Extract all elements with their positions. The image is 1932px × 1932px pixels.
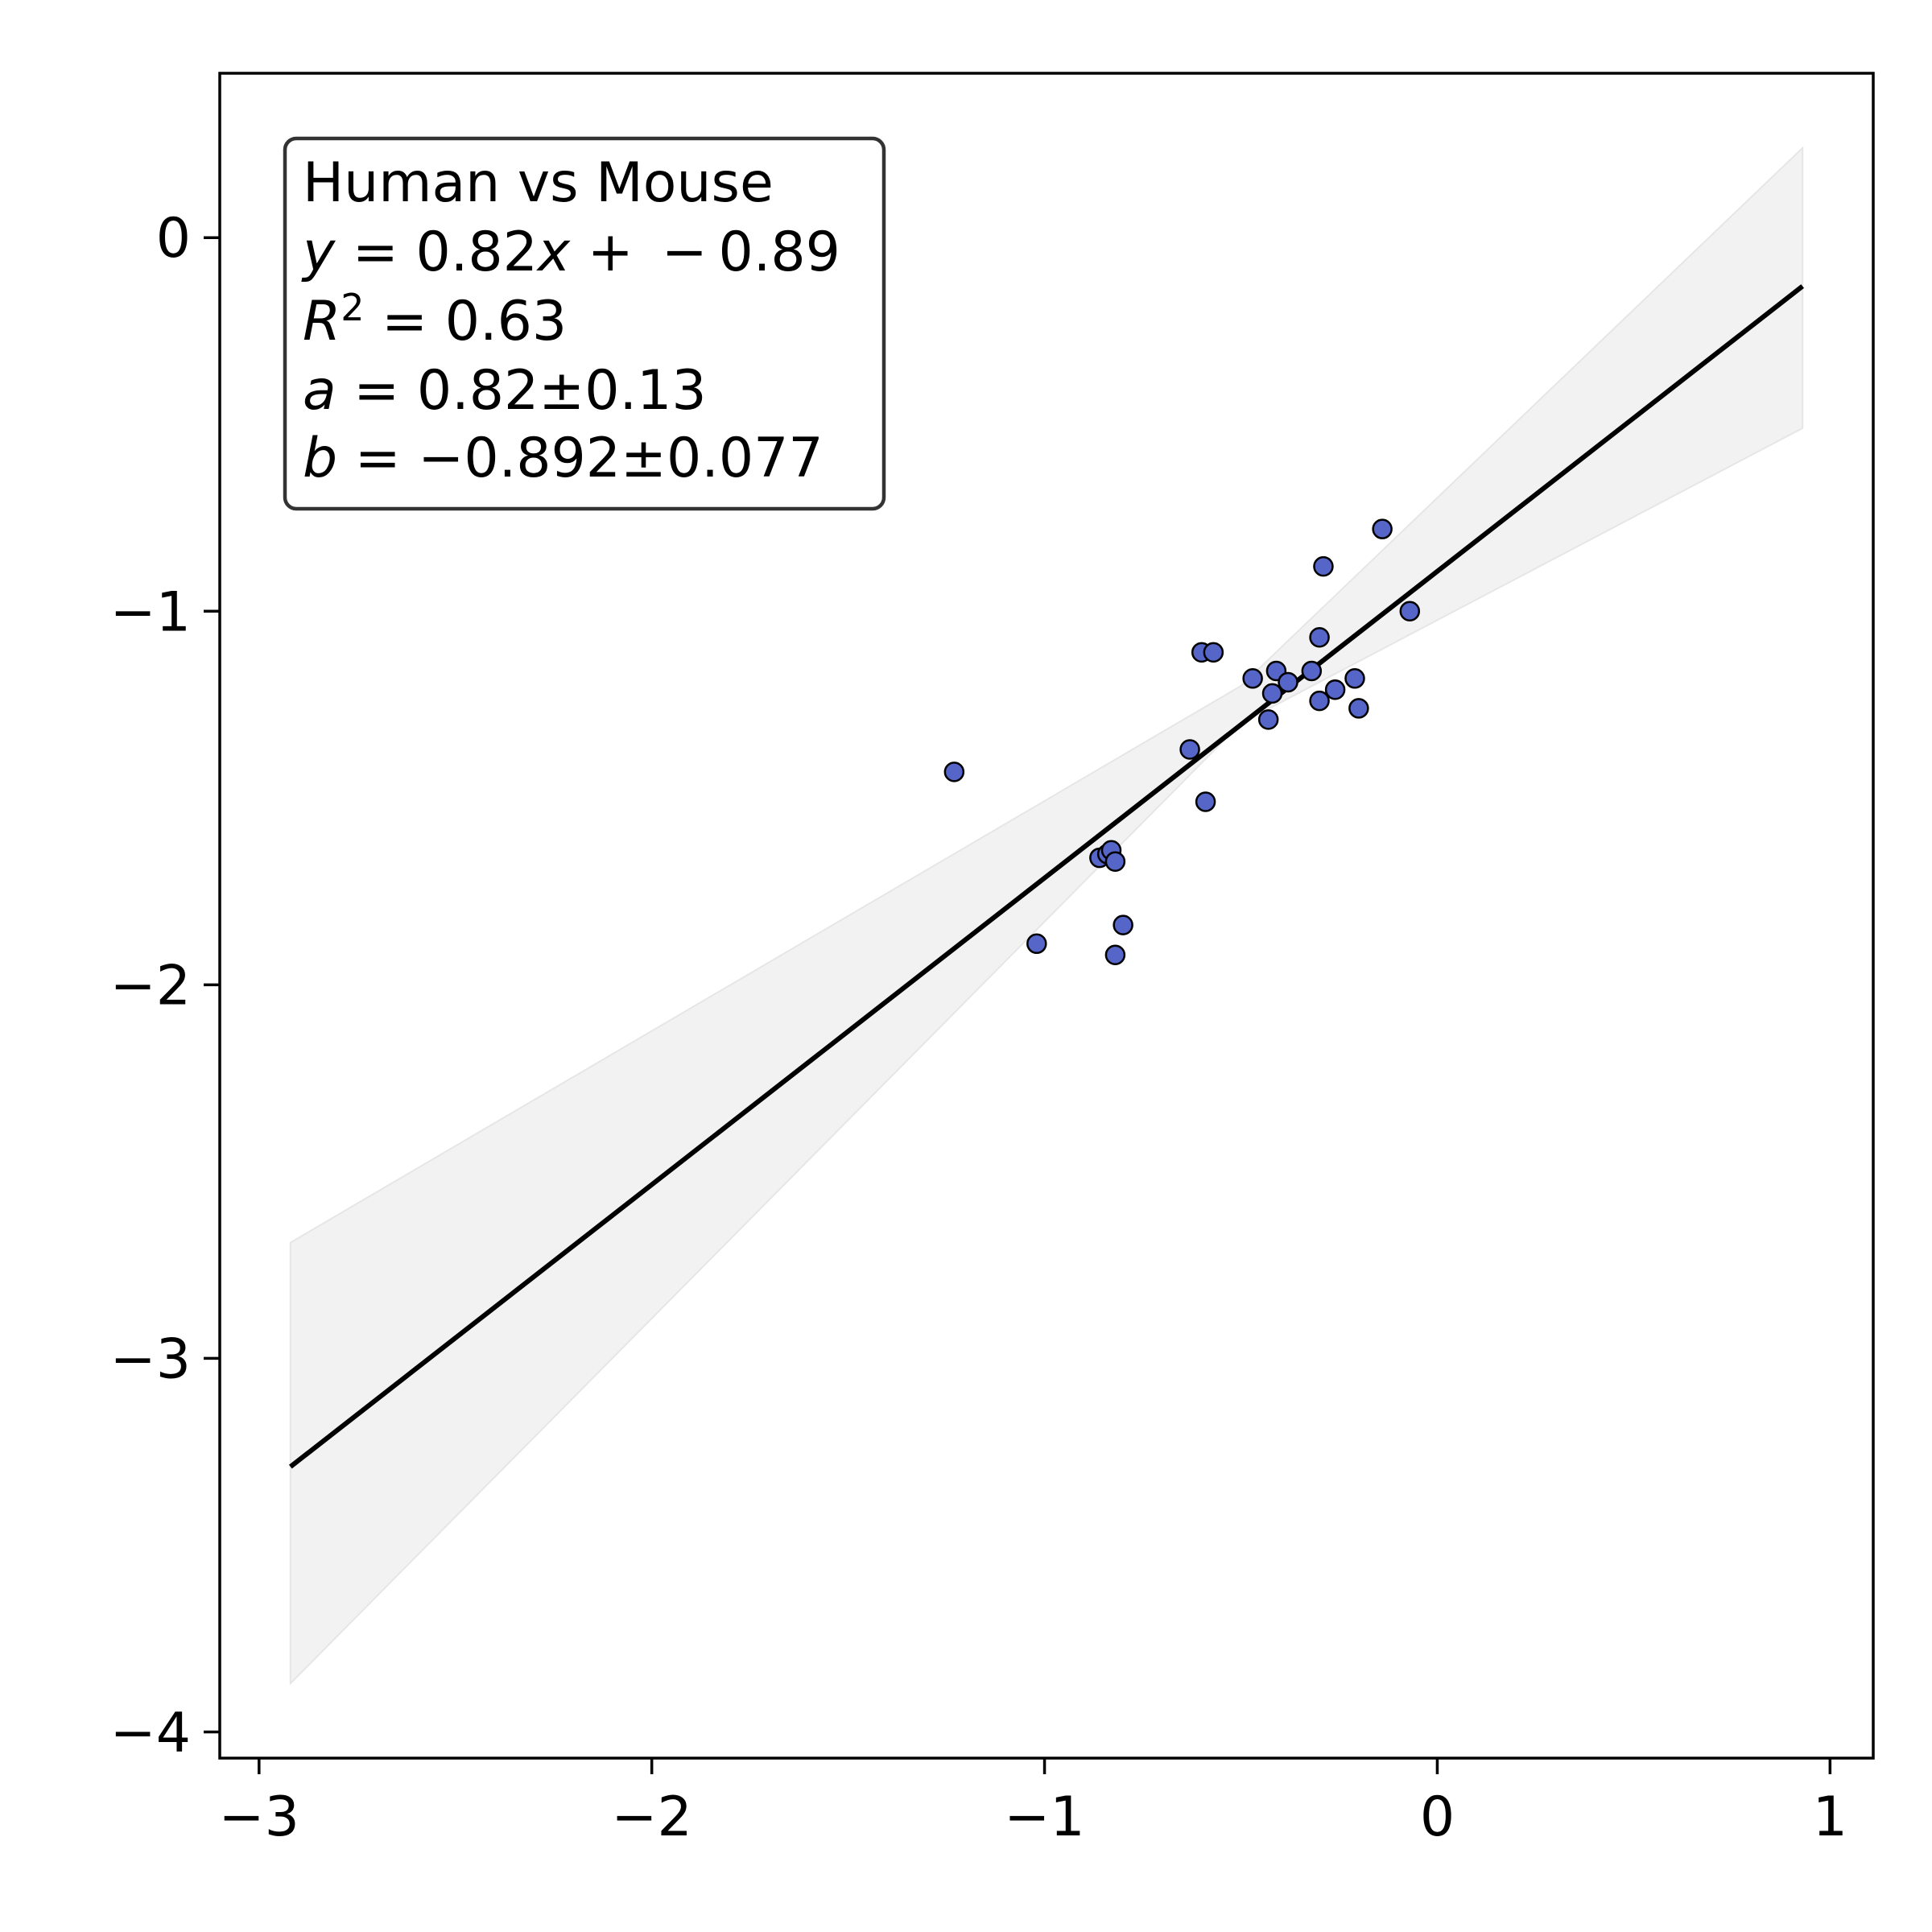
b-symbol: b: [303, 427, 337, 490]
data-point: [943, 762, 965, 782]
y-tick-label: 0: [156, 207, 191, 270]
a-value: = 0.82±0.13: [336, 359, 707, 423]
a-symbol: a: [303, 359, 336, 423]
y-tick-label: −3: [110, 1327, 191, 1391]
x-tick-label: −3: [219, 1785, 299, 1849]
x-tick-label: 1: [1813, 1785, 1847, 1849]
fit-statistics-annotation: Human vs Mouse y = 0.82x + − 0.89 R2 = 0…: [283, 136, 886, 511]
data-point: [1026, 933, 1047, 955]
data-points-layer: [943, 518, 1421, 965]
eq-slope: = 0.82: [335, 221, 538, 284]
data-point: [1372, 518, 1393, 539]
y-axis-ticks: 0 −1 −2 −3 −4: [110, 207, 220, 1765]
annotation-box: [283, 136, 886, 511]
eq-intercept: + − 0.89: [570, 221, 840, 284]
annotation-r-squared: R2 = 0.63: [303, 286, 567, 353]
data-point: [1344, 668, 1365, 689]
data-point: [1301, 660, 1323, 682]
data-point: [1348, 698, 1369, 719]
y-tick-label: −2: [110, 954, 191, 1018]
y-tick-label: −1: [110, 580, 191, 644]
confidence-band: [289, 146, 1804, 1686]
r2-symbol: R: [303, 290, 341, 353]
plot-frame: [218, 72, 1875, 1760]
eq-y-symbol: y: [301, 221, 336, 284]
annotation-title: Human vs Mouse: [303, 151, 774, 215]
data-point: [1309, 627, 1330, 648]
data-point: [1195, 791, 1216, 812]
data-point: [1313, 555, 1334, 577]
x-tick-label: −1: [1004, 1785, 1084, 1849]
data-point: [1309, 690, 1330, 712]
x-tick-label: 0: [1420, 1785, 1455, 1849]
data-point: [1113, 914, 1133, 935]
data-point: [1257, 709, 1279, 730]
annotation-equation: y = 0.82x + − 0.89: [301, 221, 840, 284]
regression-line: [288, 284, 1805, 1469]
data-point: [1104, 851, 1126, 872]
data-point: [1278, 671, 1298, 693]
data-point: [1242, 668, 1263, 689]
b-value: = −0.892±0.077: [337, 427, 824, 490]
confidence-band-layer: [289, 146, 1804, 1686]
eq-x-symbol: x: [536, 221, 571, 284]
data-point: [1179, 739, 1200, 760]
data-point: [1203, 642, 1224, 663]
data-point: [1399, 601, 1421, 622]
r2-value: = 0.63: [365, 290, 568, 353]
data-point: [1324, 679, 1346, 700]
y-tick-label: −4: [110, 1702, 191, 1765]
data-point: [1104, 944, 1126, 965]
annotation-intercept-b: b = −0.892±0.077: [303, 427, 824, 490]
annotation-slope-a: a = 0.82±0.13: [303, 359, 707, 423]
x-tick-label: −2: [612, 1785, 692, 1849]
fit-line-layer: [288, 284, 1805, 1469]
x-axis-ticks: −3 −2 −1 0 1: [219, 1758, 1847, 1849]
r2-superscript: 2: [341, 286, 364, 329]
data-point: [1261, 683, 1283, 704]
